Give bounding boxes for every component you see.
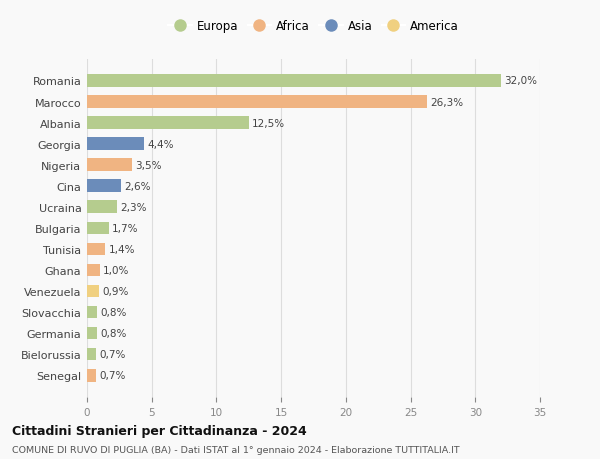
- Bar: [87, 348, 96, 361]
- Legend: Europa, Africa, Asia, America: Europa, Africa, Asia, America: [164, 15, 463, 37]
- Text: 0,7%: 0,7%: [99, 349, 125, 359]
- Text: 1,4%: 1,4%: [109, 244, 135, 254]
- Bar: [87, 327, 97, 340]
- Text: 1,7%: 1,7%: [112, 224, 139, 233]
- Bar: [87, 138, 144, 151]
- Bar: [87, 117, 249, 129]
- Bar: [87, 369, 96, 382]
- Text: 0,7%: 0,7%: [99, 370, 125, 381]
- Text: 12,5%: 12,5%: [252, 118, 285, 129]
- Text: 0,8%: 0,8%: [101, 328, 127, 338]
- Text: Cittadini Stranieri per Cittadinanza - 2024: Cittadini Stranieri per Cittadinanza - 2…: [12, 424, 307, 437]
- Bar: [87, 306, 97, 319]
- Bar: [87, 96, 427, 109]
- Bar: [87, 180, 121, 193]
- Bar: [87, 264, 100, 277]
- Text: COMUNE DI RUVO DI PUGLIA (BA) - Dati ISTAT al 1° gennaio 2024 - Elaborazione TUT: COMUNE DI RUVO DI PUGLIA (BA) - Dati IST…: [12, 445, 460, 454]
- Text: 2,3%: 2,3%: [120, 202, 146, 213]
- Text: 4,4%: 4,4%: [147, 140, 173, 149]
- Text: 0,8%: 0,8%: [101, 308, 127, 317]
- Bar: [87, 243, 105, 256]
- Text: 3,5%: 3,5%: [136, 160, 162, 170]
- Text: 2,6%: 2,6%: [124, 181, 151, 191]
- Text: 32,0%: 32,0%: [505, 76, 538, 86]
- Bar: [87, 159, 133, 172]
- Bar: [87, 201, 117, 213]
- Text: 26,3%: 26,3%: [431, 97, 464, 107]
- Text: 0,9%: 0,9%: [102, 286, 128, 297]
- Bar: [87, 75, 501, 88]
- Text: 1,0%: 1,0%: [103, 265, 130, 275]
- Bar: [87, 285, 98, 298]
- Bar: [87, 222, 109, 235]
